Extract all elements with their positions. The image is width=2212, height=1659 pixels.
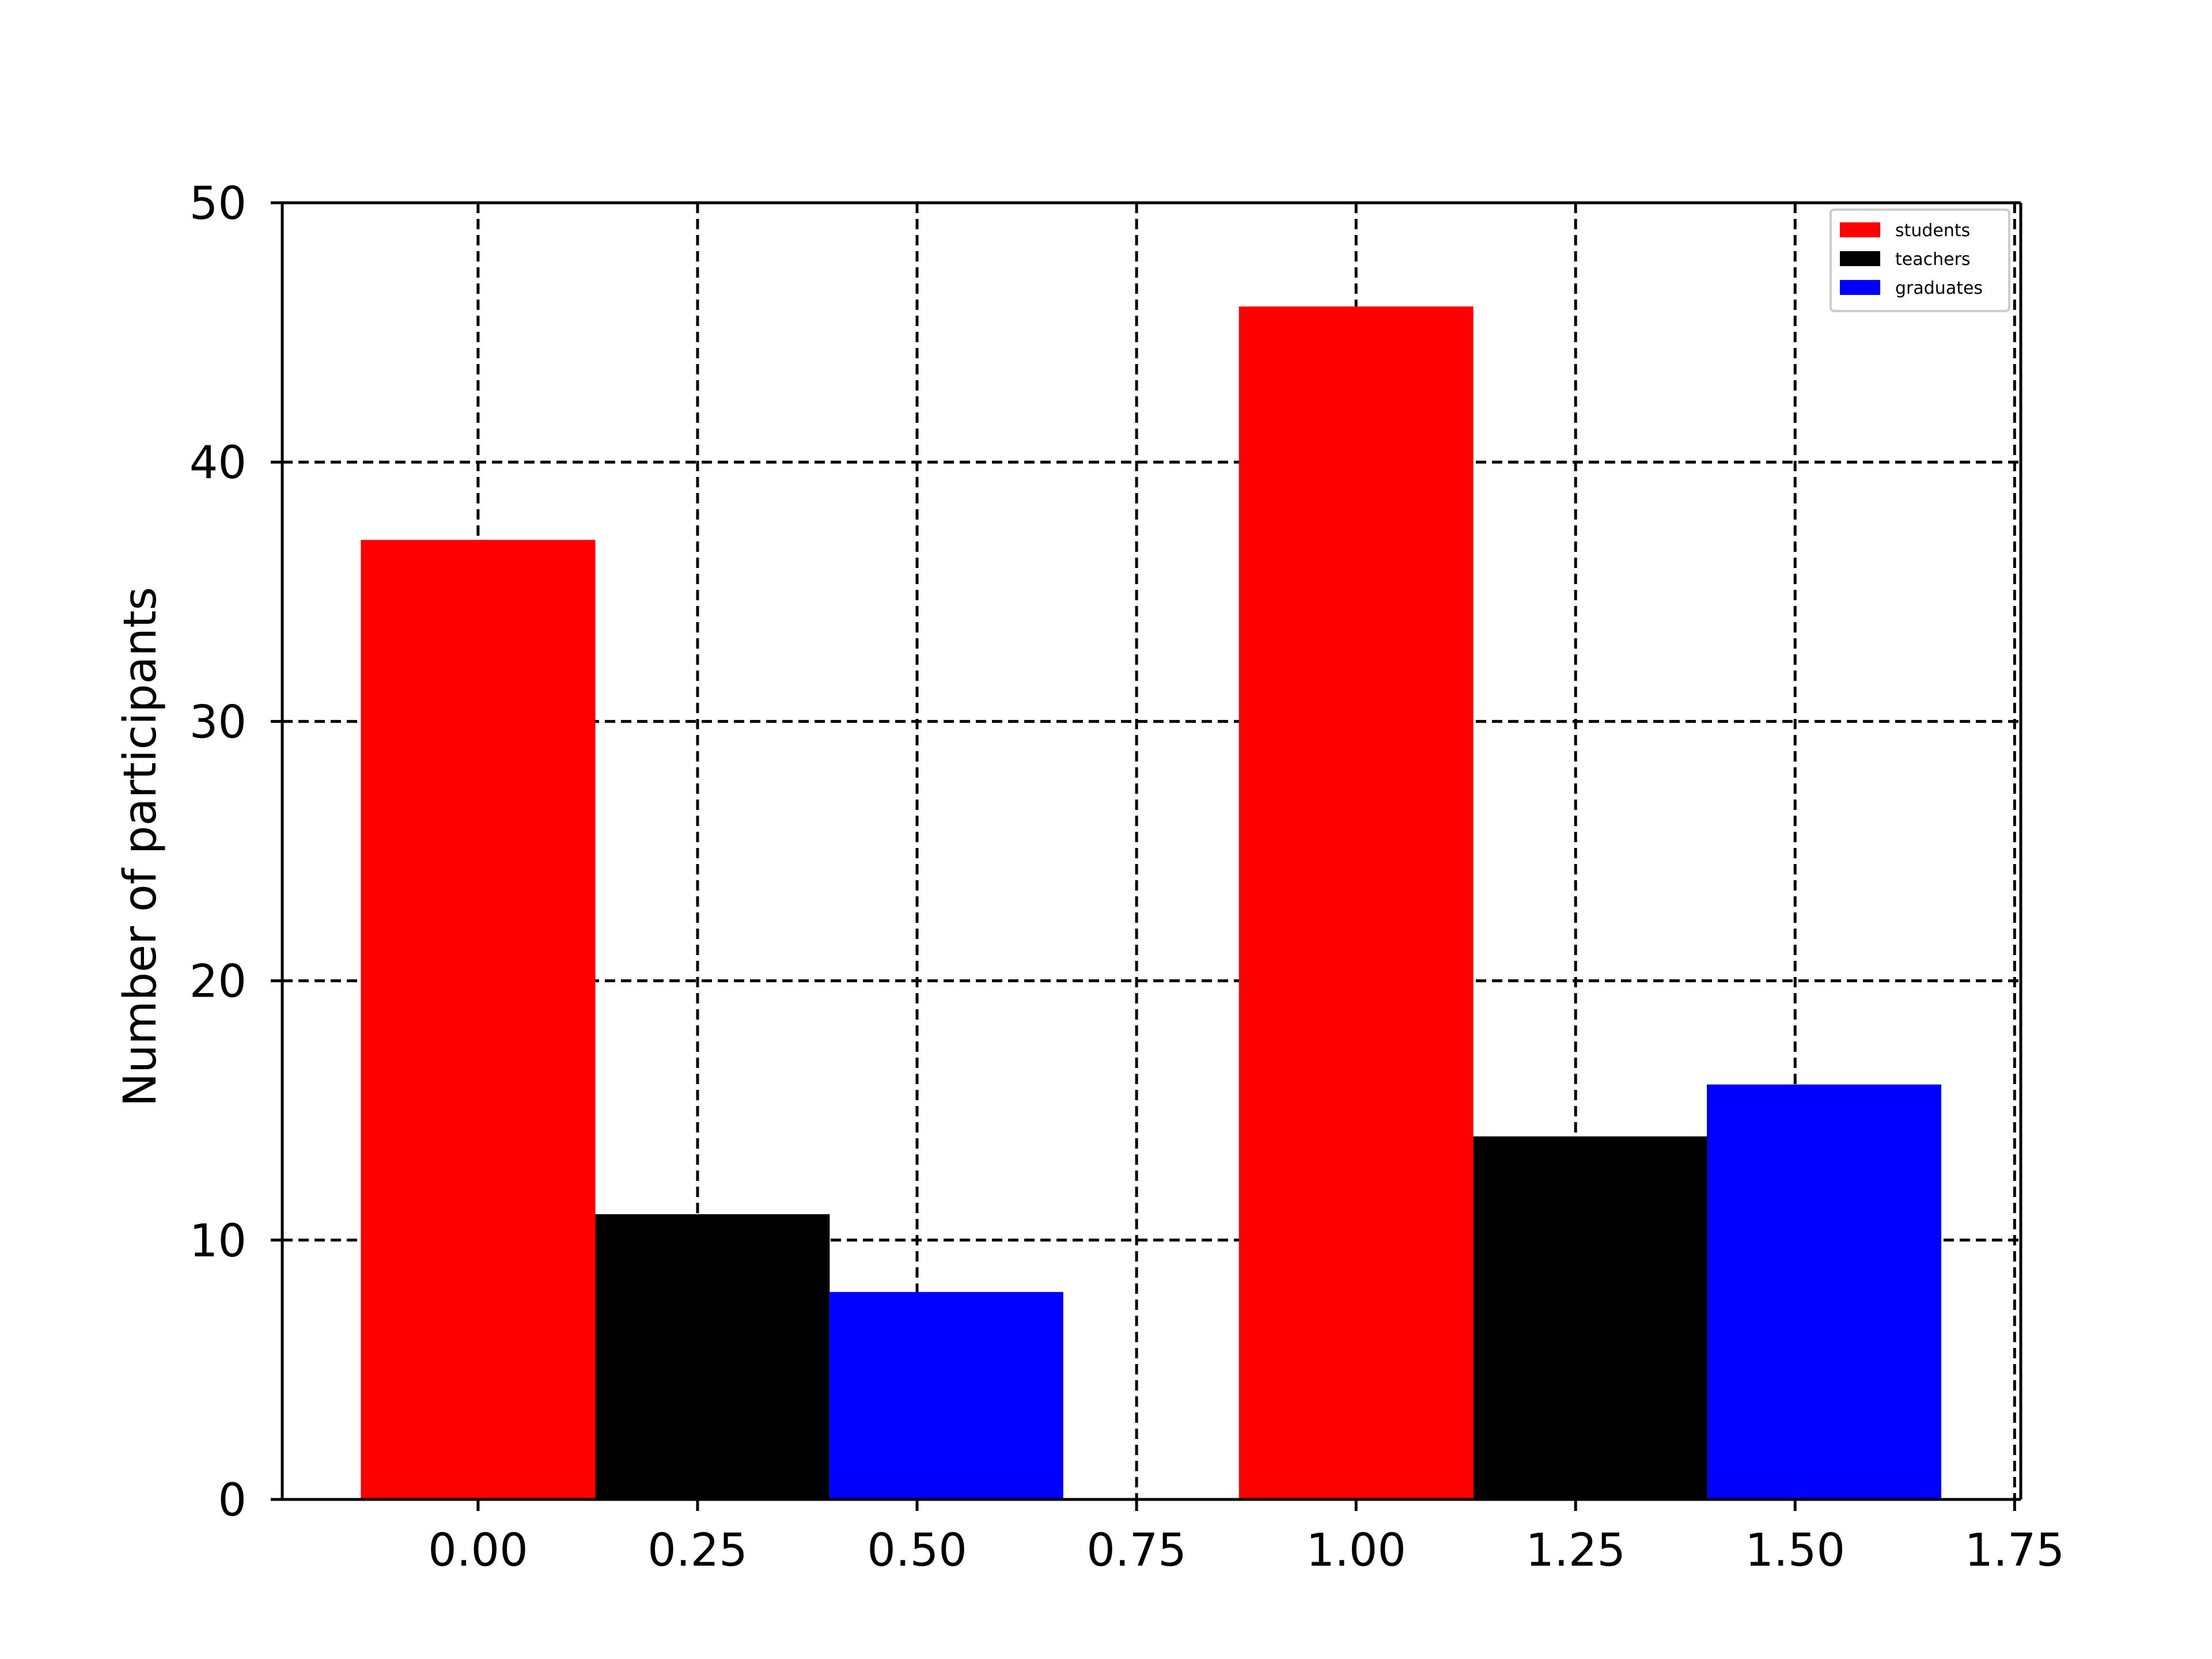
bar-graduates-1 [1707,1084,1942,1499]
x-tick-label-2: 0.50 [867,1525,967,1577]
x-tick-label-4: 1.00 [1306,1525,1406,1577]
bar-graduates-0 [828,1291,1063,1499]
x-tick-label-7: 1.75 [1964,1525,2065,1577]
ticks: 0.00 0.25 0.50 0.75 1.00 1.25 1.50 1.75 0 10 20 30 4… [190,178,2065,1577]
y-tick-label-1: 10 [190,1215,247,1267]
legend-swatch-graduates [1840,280,1880,295]
y-tick-label-3: 30 [190,696,247,748]
bar-teachers-0 [595,1214,830,1499]
legend-label-teachers: teachers [1895,249,1971,270]
x-tick-label-6: 1.50 [1745,1525,1845,1577]
y-tick-label-5: 50 [190,178,247,230]
y-axis-label: Number of participants [115,587,166,1107]
x-tick-label-0: 0.00 [428,1525,528,1577]
legend-label-students: students [1895,221,1970,241]
x-tick-label-3: 0.75 [1086,1525,1187,1577]
bar-students-0 [361,540,596,1499]
legend-swatch-teachers [1840,251,1880,266]
bars [361,306,1942,1499]
y-tick-label-0: 0 [218,1475,247,1527]
y-tick-label-4: 40 [190,437,247,489]
x-tick-label-1: 0.25 [647,1525,748,1577]
x-tick-label-5: 1.25 [1525,1525,1626,1577]
legend-swatch-students [1840,222,1880,237]
axes [281,201,2022,1501]
bar-students-1 [1238,306,1474,1499]
y-tick-label-2: 20 [190,956,247,1008]
legend-label-graduates: graduates [1895,278,1983,298]
legend: students teachers graduates [1830,209,2010,312]
bar-teachers-1 [1473,1136,1708,1499]
